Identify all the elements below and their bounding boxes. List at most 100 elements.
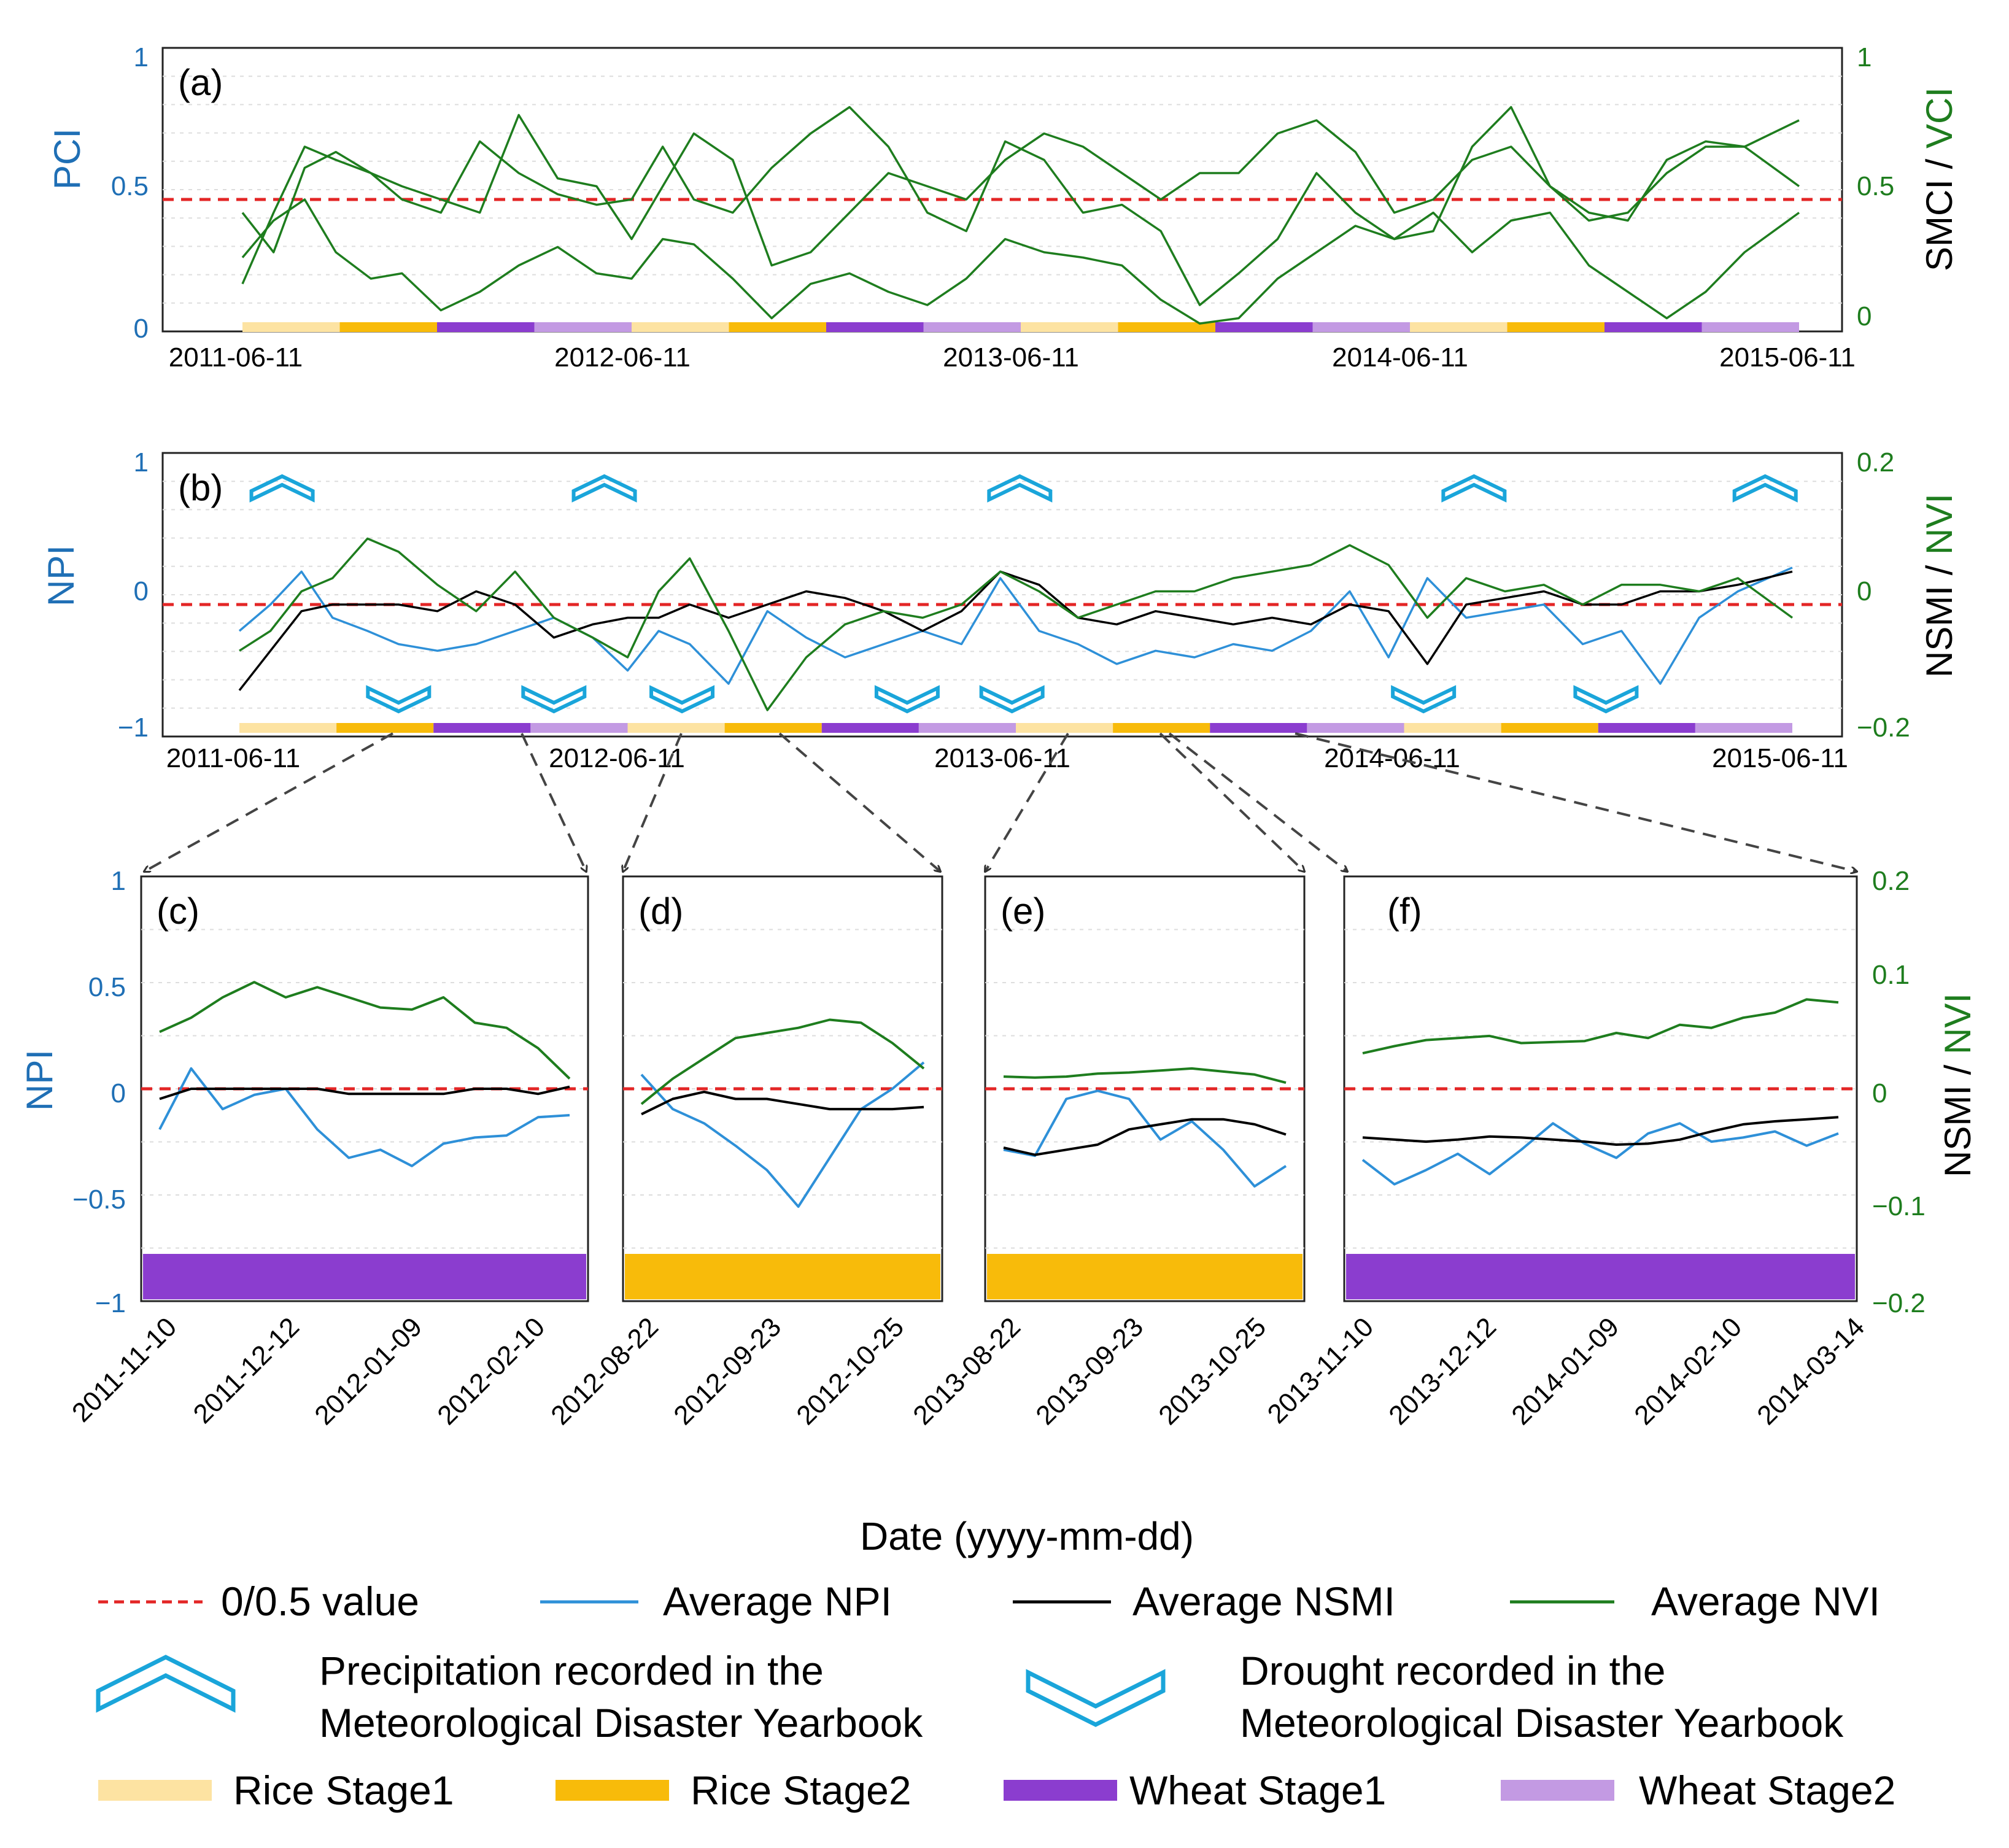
cf-ytick-left-m1: −1 <box>95 1288 126 1318</box>
drought-marker-icon <box>1391 685 1457 714</box>
series-line-vci <box>241 114 1800 267</box>
stage-bar <box>1346 1254 1855 1299</box>
panel-a-label: (a) <box>178 62 223 103</box>
panel-a-xtick-2014: 2014-06-11 <box>1332 342 1468 373</box>
legend-drought-line1: Drought recorded in the <box>1240 1648 1665 1693</box>
stage-bar <box>1021 322 1118 332</box>
stage-bar <box>433 723 531 733</box>
panel-b-ylabel-right-b: NVI <box>1919 493 1960 555</box>
stage-bar <box>143 1254 586 1299</box>
panel-a-ylabel-right: SMCI / VCI <box>1919 87 1960 271</box>
d-xtick-2: 2012-10-25 <box>791 1312 910 1431</box>
panel-d-label: (d) <box>638 891 683 932</box>
panel-a-ytick-right-0: 0 <box>1857 301 1872 331</box>
drought-marker-icon <box>979 685 1045 714</box>
legend-precip-line2: Meteorological Disaster Yearbook <box>319 1700 923 1746</box>
stage-bar <box>242 322 340 332</box>
panel-b-xtick-2011: 2011-06-11 <box>166 743 301 773</box>
panel-c-label: (c) <box>157 891 199 932</box>
cf-ytick-left-05: 0.5 <box>88 972 126 1002</box>
panel-f: (f) <box>1343 875 1858 1302</box>
stage-bar <box>1113 723 1210 733</box>
legend-wheat1-label: Wheat Stage1 <box>1129 1768 1386 1813</box>
stage-bar <box>1598 723 1695 733</box>
zoom-connectors <box>144 732 1857 872</box>
precipitation-marker-icon <box>1732 474 1798 503</box>
panel-a-xtick-2012: 2012-06-11 <box>554 342 691 373</box>
panel-a-ylabel-left: PCI <box>47 128 88 190</box>
cf-ytick-left-m05: −0.5 <box>72 1185 126 1215</box>
legend-npi-label: Average NPI <box>663 1579 892 1624</box>
legend-wheat2-swatch <box>1501 1780 1614 1801</box>
panel-b-xtick-2012: 2012-06-11 <box>549 743 685 773</box>
stage-bar <box>923 322 1021 332</box>
x-axis-title: Date (yyyy-mm-dd) <box>860 1514 1194 1558</box>
legend-precip-line1: Precipitation recorded in the <box>319 1648 824 1693</box>
series-line-nvi <box>640 1018 925 1105</box>
e-xtick-2: 2013-10-25 <box>1153 1312 1272 1431</box>
stage-bar <box>1507 322 1604 332</box>
stage-bar <box>534 322 632 332</box>
stage-bar <box>821 723 919 733</box>
f-xtick-2: 2014-01-09 <box>1506 1312 1625 1431</box>
drought-marker-icon <box>366 685 432 714</box>
series-line-nsmi <box>159 1085 570 1100</box>
series-line-nsmi <box>1003 1118 1287 1156</box>
precipitation-marker-icon <box>249 474 315 503</box>
series-line-nvi <box>1362 998 1839 1055</box>
drought-marker-icon <box>649 685 715 714</box>
d-xtick-0: 2012-08-22 <box>545 1312 664 1431</box>
zoom-arrow-c-left <box>144 732 393 872</box>
panel-f-label: (f) <box>1387 891 1422 932</box>
panel-a-ylabel-right-b: VCI <box>1919 87 1960 149</box>
stage-bar <box>724 723 822 733</box>
drought-marker-icon <box>1026 1669 1166 1727</box>
series-line-nsmi <box>641 1091 924 1116</box>
precipitation-marker-icon <box>571 474 637 503</box>
legend-rice2-swatch <box>555 1780 669 1801</box>
stage-bar <box>437 322 535 332</box>
panel-e-label: (e) <box>1001 891 1045 932</box>
panel-b-ytick-left-0: 0 <box>134 576 149 606</box>
stage-bar <box>1410 322 1508 332</box>
series-line-npi <box>1003 1089 1287 1188</box>
panel-e: (e) <box>984 875 1306 1302</box>
c-xtick-3: 2012-02-10 <box>432 1312 551 1431</box>
precipitation-marker-icon <box>1441 474 1507 503</box>
cf-xtick-labels: 2011-11-10 2011-12-12 2012-01-09 2012-02… <box>66 1312 1870 1431</box>
panel-c: (c) <box>140 875 589 1302</box>
stage-bar <box>826 322 924 332</box>
series-line-nvi <box>1003 1067 1287 1084</box>
panel-a-xtick-2015: 2015-06-11 <box>1719 342 1856 373</box>
drought-marker-icon <box>874 685 940 714</box>
legend-nsmi-label: Average NSMI <box>1132 1579 1395 1624</box>
series-line-nvi <box>239 537 1794 711</box>
cf-ytick-right-m01: −0.1 <box>1872 1191 1926 1221</box>
panel-b-ytick-right-m02: −0.2 <box>1857 713 1910 743</box>
legend-wheat2-label: Wheat Stage2 <box>1639 1768 1895 1813</box>
stage-bar <box>627 723 725 733</box>
f-xtick-4: 2014-03-14 <box>1751 1312 1870 1431</box>
panel-b-xtick-2015: 2015-06-11 <box>1712 743 1848 773</box>
drought-marker-icon <box>521 685 587 714</box>
panel-a-ytick-left-05: 0.5 <box>111 171 149 201</box>
cf-ylabel-right-a: NSMI <box>1937 1085 1978 1177</box>
stage-bar <box>336 723 434 733</box>
precipitation-marker-icon <box>96 1655 236 1713</box>
panel-b-ytick-left-1: 1 <box>134 447 149 477</box>
zoom-arrow-f-right <box>1295 732 1857 872</box>
series-line-npi <box>640 1061 925 1208</box>
stage-bar <box>1312 322 1410 332</box>
drought-marker-icon <box>1573 685 1639 714</box>
panel-b: (b) 1 0 −1 0.2 0 −0.2 NPI NSMI / NVI 201… <box>41 447 1960 773</box>
legend-rice1-label: Rice Stage1 <box>233 1768 454 1813</box>
zoom-arrow-e-left <box>985 732 1069 872</box>
legend-rice2-label: Rice Stage2 <box>691 1768 912 1813</box>
stage-bar <box>1404 723 1501 733</box>
series-line-npi <box>158 1067 570 1167</box>
e-xtick-1: 2013-09-23 <box>1030 1312 1149 1431</box>
series-line-smci <box>241 106 1800 306</box>
stage-bar <box>530 723 628 733</box>
panel-a-ylabel-right-sep: / <box>1919 149 1960 179</box>
